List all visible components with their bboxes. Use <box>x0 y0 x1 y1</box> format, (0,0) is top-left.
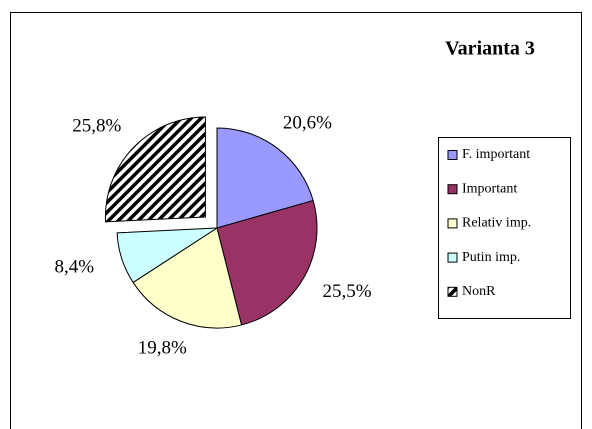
chart-title: Varianta 3 <box>445 38 535 60</box>
legend-label: Important <box>462 181 517 196</box>
data-label: 25,5% <box>322 281 371 302</box>
legend-swatch <box>447 286 458 297</box>
data-label: 8,4% <box>54 256 94 277</box>
chart-frame <box>10 12 582 429</box>
legend-label: Putin imp. <box>462 250 520 265</box>
pie-slice <box>116 227 219 284</box>
legend-box <box>438 137 571 319</box>
legend-label: F. important <box>462 147 530 162</box>
legend-label: NonR <box>462 284 496 299</box>
pie-slice <box>104 116 206 223</box>
legend-swatch <box>447 218 458 229</box>
legend-swatch <box>447 150 458 160</box>
pie-slice <box>216 127 314 229</box>
pie-slice <box>132 227 243 329</box>
pie-slice <box>216 199 318 326</box>
data-label: 20,6% <box>283 113 332 134</box>
data-label: 19,8% <box>138 337 187 358</box>
legend-swatch <box>447 184 458 195</box>
legend-label: Relativ imp. <box>462 216 531 231</box>
data-label: 25,8% <box>72 116 121 137</box>
legend-swatch <box>447 252 458 263</box>
